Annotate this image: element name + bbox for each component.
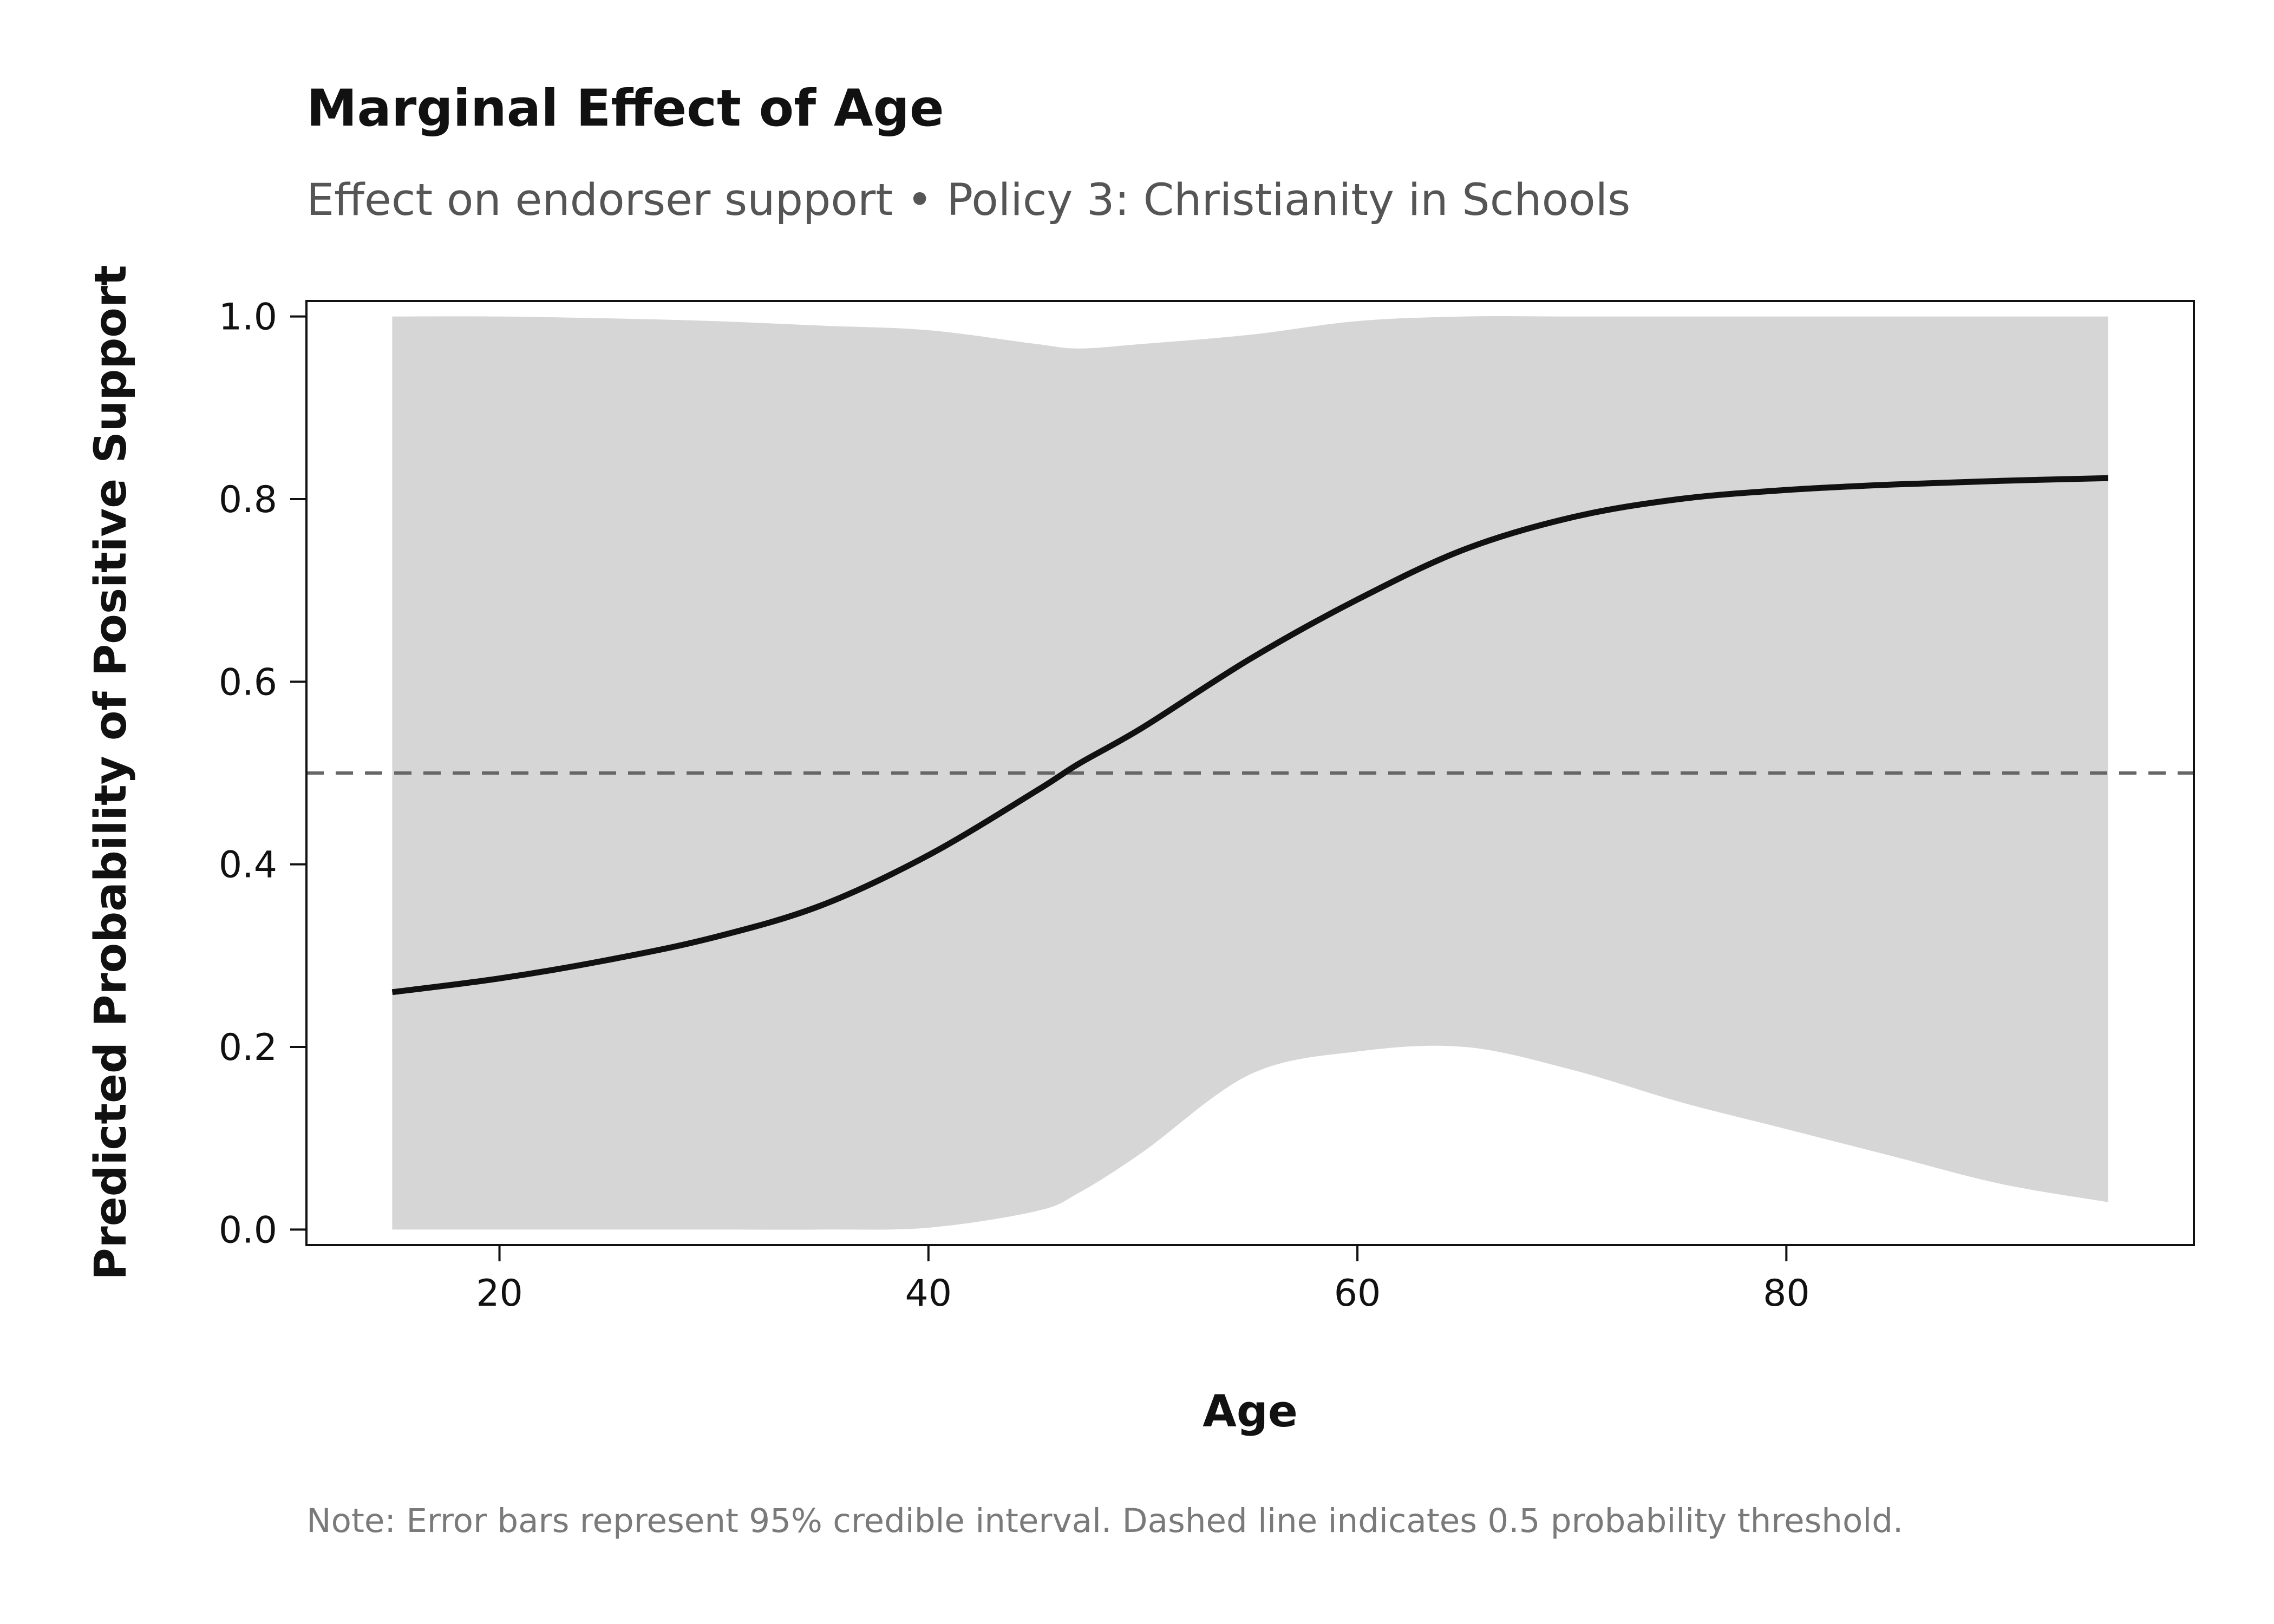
x-axis-label: Age	[1203, 1386, 1298, 1437]
axes: 20 40 60 80 0.0 0.2 0.4 0.6 0.8 1.0	[219, 296, 2195, 1315]
plot-area	[306, 316, 2194, 1230]
y-tick-label: 0.2	[219, 1026, 277, 1069]
y-axis-label: Predicted Probability of Positive Suppor…	[86, 265, 136, 1280]
y-tick-label: 0.6	[219, 661, 277, 704]
y-tick-label: 0.8	[219, 479, 277, 521]
chart-subtitle: Effect on endorser support • Policy 3: C…	[306, 175, 1630, 226]
plot-frame	[305, 300, 2195, 1246]
chart-note: Note: Error bars represent 95% credible …	[306, 1502, 1903, 1540]
y-tick-label: 0.0	[219, 1209, 277, 1252]
x-tick-label: 20	[476, 1272, 523, 1315]
y-tick-label: 0.4	[219, 844, 277, 887]
x-tick-label: 40	[905, 1272, 952, 1315]
chart-title: Marginal Effect of Age	[306, 79, 944, 138]
x-tick-label: 80	[1763, 1272, 1810, 1315]
y-tick-label: 1.0	[219, 296, 277, 339]
x-tick-label: 60	[1334, 1272, 1381, 1315]
predicted-probability-line	[391, 475, 2108, 996]
